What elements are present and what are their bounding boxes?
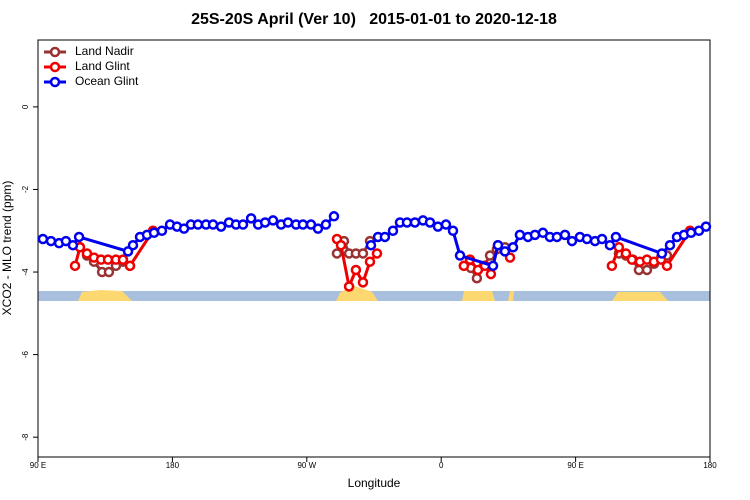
land-shape (462, 291, 495, 301)
point (335, 239, 347, 251)
point (613, 242, 625, 253)
legend-marker (49, 46, 61, 58)
land-shape (336, 285, 378, 301)
y-axis-label: XCO2 - MLO trend (ppm) (0, 181, 14, 316)
land-shape (508, 291, 514, 301)
point (215, 221, 227, 232)
point (207, 219, 219, 230)
point (610, 231, 622, 243)
plot-frame (37, 39, 711, 458)
point (357, 248, 369, 259)
point (499, 246, 511, 257)
point (458, 260, 470, 272)
point (297, 219, 309, 230)
x-tick-label: 180 (166, 461, 180, 470)
point (117, 254, 129, 265)
point (365, 239, 377, 251)
x-tick-label: 180 (703, 461, 717, 470)
legend-marker (49, 76, 61, 88)
point (156, 225, 168, 236)
point (514, 229, 526, 241)
point (127, 239, 139, 251)
point (379, 231, 391, 243)
point (620, 248, 632, 259)
point (447, 225, 459, 236)
point (440, 219, 452, 230)
point (485, 268, 497, 280)
point (566, 235, 578, 247)
point (409, 217, 421, 228)
point (551, 231, 563, 243)
point (596, 233, 608, 245)
point (67, 239, 79, 251)
land-shape (78, 290, 132, 301)
point (331, 248, 343, 259)
x-axis-label: Longitude (348, 476, 401, 490)
point (484, 250, 496, 261)
point (73, 231, 85, 243)
point (267, 215, 279, 226)
point (424, 217, 436, 228)
point (103, 266, 115, 278)
point (350, 264, 362, 276)
point (357, 277, 369, 288)
point (282, 217, 294, 228)
point (559, 229, 571, 241)
point (606, 260, 618, 272)
land-shape (612, 292, 668, 301)
x-tick-label: 90 E (30, 461, 46, 470)
point (626, 254, 638, 265)
chart-title: 25S-20S April (Ver 10) 2015-01-01 to 202… (191, 11, 557, 28)
point (371, 248, 383, 259)
point (507, 242, 519, 253)
point (387, 225, 399, 236)
y-tick-label: 0 (21, 104, 30, 109)
point (604, 239, 616, 251)
point (320, 219, 332, 230)
point (492, 239, 504, 251)
legend-marker (49, 61, 61, 73)
land-ocean-map (38, 285, 710, 301)
legend-label: Land Nadir (75, 44, 134, 58)
point (661, 260, 673, 272)
point (124, 260, 136, 272)
point (700, 221, 712, 232)
point (343, 281, 355, 292)
y-tick-label: -4 (21, 268, 30, 276)
point (454, 250, 466, 261)
point (641, 264, 653, 276)
legend-label: Land Glint (75, 59, 130, 73)
point (328, 211, 340, 222)
point (633, 264, 645, 276)
point (581, 233, 593, 245)
point (656, 248, 668, 259)
point (432, 221, 444, 232)
legend-label: Ocean Glint (75, 74, 139, 88)
x-tick-label: 90 W (297, 461, 316, 470)
y-tick-label: -8 (21, 433, 30, 441)
point (364, 256, 376, 267)
point (487, 260, 499, 272)
point (664, 239, 676, 251)
x-tick-label: 0 (439, 461, 444, 470)
point (237, 219, 249, 230)
y-tick-label: -2 (21, 185, 30, 193)
x-tick-label: 90 E (567, 461, 583, 470)
point (245, 213, 257, 224)
point (192, 219, 204, 230)
point (312, 223, 324, 234)
point (45, 235, 57, 247)
point (471, 272, 483, 284)
y-tick-label: -6 (21, 351, 30, 359)
point (69, 260, 81, 272)
point (37, 233, 49, 245)
